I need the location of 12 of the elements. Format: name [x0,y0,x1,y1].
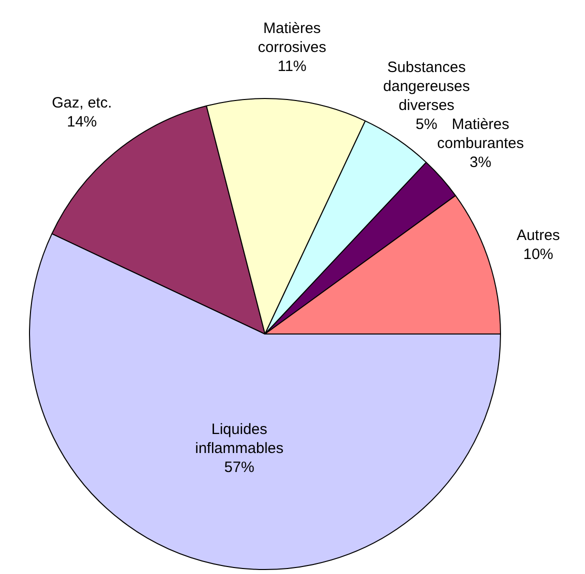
data-label: 10% [523,246,554,263]
data-label: 5% [416,116,438,134]
data-label: 57% [224,459,254,476]
slice-label: Gaz, etc. [52,94,112,112]
data-label: 11% [278,58,306,76]
slice-label: Liquides inflammables [195,421,284,458]
data-label: 14% [66,113,97,130]
slice-label: Autres [516,226,560,244]
data-label: 3% [470,154,492,172]
slice-label: Matières corrosives [258,20,326,56]
slice-label: Matières comburantes [437,116,524,152]
slice-label: Substances dangereuses diverses [383,59,470,114]
